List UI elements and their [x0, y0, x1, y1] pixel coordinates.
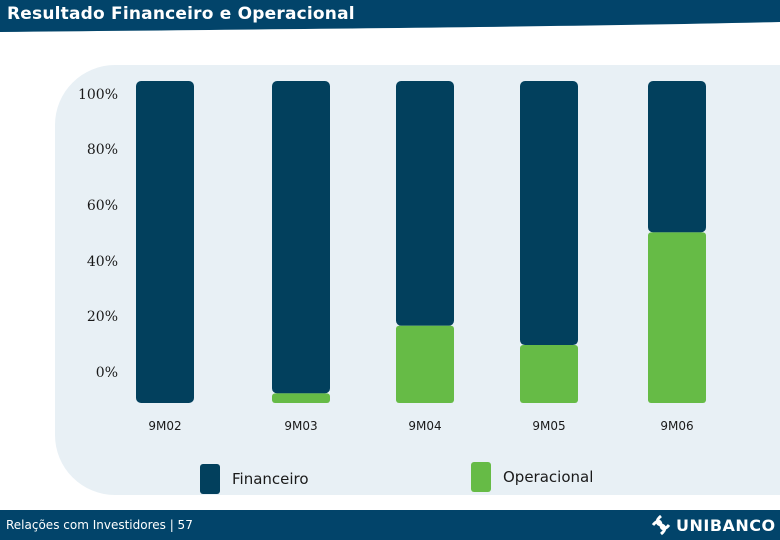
bars: [136, 81, 706, 403]
legend-label-operacional: Operacional: [503, 468, 594, 486]
header-background: [0, 0, 780, 32]
header-bar: Resultado Financeiro e Operacional: [0, 0, 780, 40]
bar-financeiro-9m05: [520, 81, 578, 346]
bar-operacional-9m05: [520, 345, 578, 403]
legend-label-financeiro: Financeiro: [232, 470, 309, 488]
y-tick-label: 80%: [87, 142, 118, 158]
y-tick-label: 40%: [87, 254, 118, 270]
legend-item-financeiro: Financeiro: [200, 464, 309, 494]
unibanco-logo-text: UNIBANCO: [676, 515, 776, 535]
bar-financeiro-9m02: [136, 81, 194, 403]
bar-financeiro-9m06: [648, 81, 706, 233]
unibanco-logo-icon: [651, 514, 671, 536]
legend-swatch-financeiro: [200, 464, 220, 494]
legend-swatch-operacional: [471, 462, 491, 492]
footer-bar: [0, 510, 780, 540]
bar-operacional-9m04: [396, 325, 454, 403]
y-axis-ticks: 100% 80% 60% 40% 20% 0%: [78, 87, 118, 381]
x-tick-label: 9M06: [660, 419, 693, 433]
page-title: Resultado Financeiro e Operacional: [7, 4, 355, 24]
chart-panel-edge: [700, 65, 780, 495]
bar-financeiro-9m04: [396, 81, 454, 326]
x-tick-label: 9M05: [532, 419, 565, 433]
bar-operacional-9m03: [272, 393, 330, 403]
x-tick-label: 9M03: [284, 419, 317, 433]
stacked-bar-chart: 100% 80% 60% 40% 20% 0% 9M02 9M03 9M04 9M05 9M06: [78, 81, 706, 433]
y-tick-label: 0%: [96, 365, 118, 381]
legend-item-operacional: Operacional: [471, 462, 593, 492]
y-tick-label: 20%: [87, 309, 118, 325]
y-tick-label: 60%: [87, 198, 118, 214]
unibanco-logo: UNIBANCO: [650, 514, 776, 536]
bar-operacional-9m06: [648, 232, 706, 403]
footer-text: Relações com Investidores | 57: [6, 518, 193, 532]
x-tick-label: 9M04: [408, 419, 441, 433]
x-tick-label: 9M02: [148, 419, 181, 433]
y-tick-label: 100%: [78, 87, 118, 103]
x-axis-ticks: 9M02 9M03 9M04 9M05 9M06: [148, 419, 693, 433]
bar-financeiro-9m03: [272, 81, 330, 394]
